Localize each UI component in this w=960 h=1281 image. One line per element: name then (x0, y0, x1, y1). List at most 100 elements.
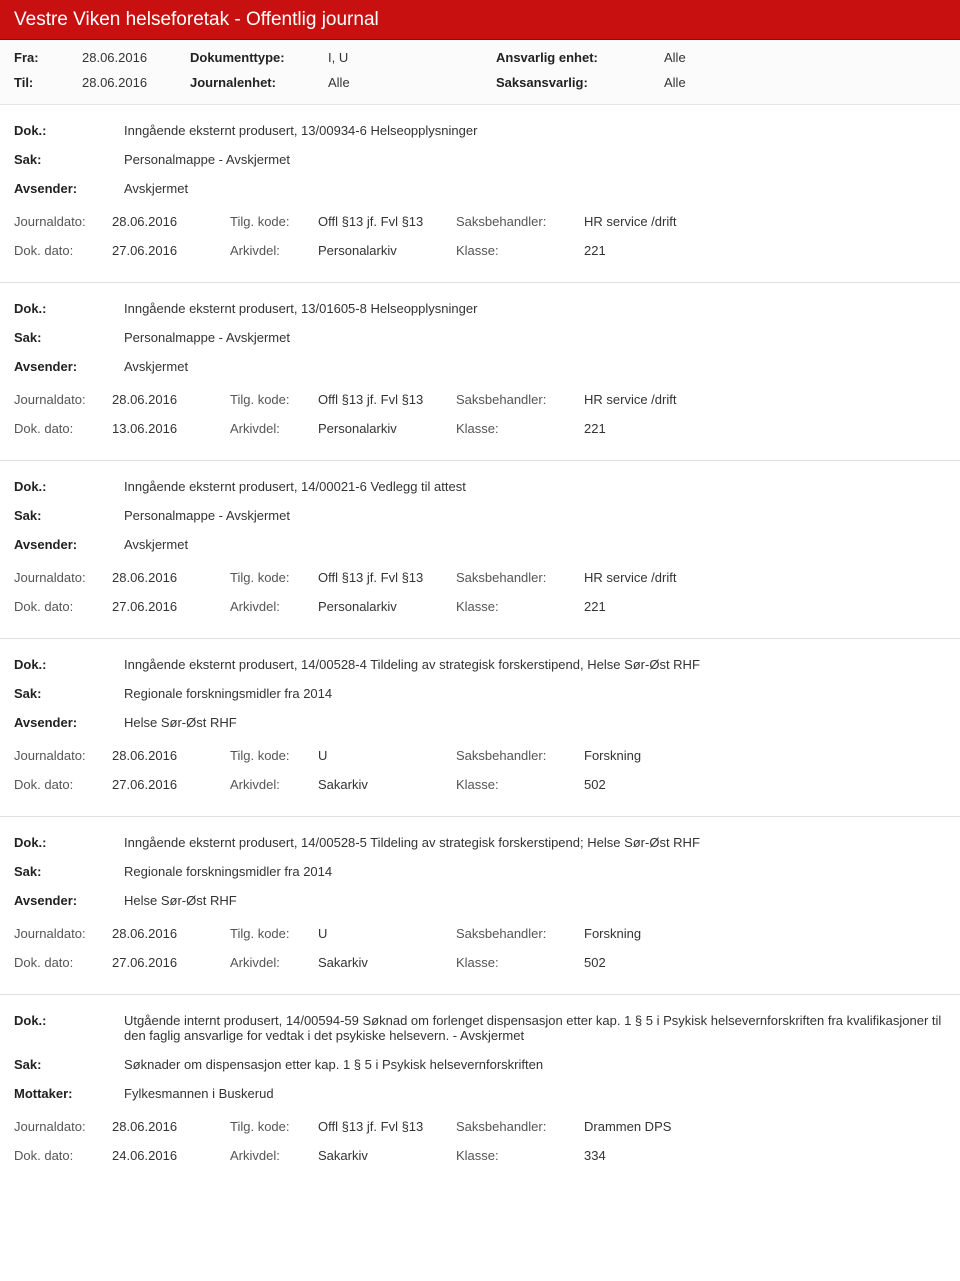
journal-entry: Dok.: Inngående eksternt produsert, 14/0… (0, 639, 960, 817)
arkivdel-label: Arkivdel: (230, 777, 310, 792)
journal-entry: Dok.: Inngående eksternt produsert, 13/0… (0, 105, 960, 283)
party-label: Avsender: (14, 181, 124, 196)
journaldato-label: Journaldato: (14, 392, 104, 407)
sak-label: Sak: (14, 508, 124, 523)
journaldato-value: 28.06.2016 (112, 392, 222, 407)
journaldato-value: 28.06.2016 (112, 1119, 222, 1134)
journaldato-label: Journaldato: (14, 748, 104, 763)
dok-value: Utgående internt produsert, 14/00594-59 … (124, 1013, 946, 1043)
saksbehandler-label: Saksbehandler: (456, 926, 576, 941)
arkivdel-value: Personalarkiv (318, 421, 448, 436)
arkivdel-value: Sakarkiv (318, 777, 448, 792)
tilgkode-label: Tilg. kode: (230, 748, 310, 763)
party-label: Avsender: (14, 715, 124, 730)
fra-value: 28.06.2016 (82, 50, 182, 65)
tilgkode-value: Offl §13 jf. Fvl §13 (318, 570, 448, 585)
klasse-label: Klasse: (456, 599, 576, 614)
journaldato-label: Journaldato: (14, 1119, 104, 1134)
tilgkode-label: Tilg. kode: (230, 1119, 310, 1134)
party-value: Avskjermet (124, 359, 946, 374)
tilgkode-label: Tilg. kode: (230, 214, 310, 229)
arkivdel-label: Arkivdel: (230, 243, 310, 258)
journaldato-label: Journaldato: (14, 570, 104, 585)
dok-label: Dok.: (14, 657, 124, 672)
sak-label: Sak: (14, 152, 124, 167)
arkivdel-label: Arkivdel: (230, 421, 310, 436)
saksbehandler-label: Saksbehandler: (456, 748, 576, 763)
saksbehandler-label: Saksbehandler: (456, 570, 576, 585)
arkivdel-value: Personalarkiv (318, 243, 448, 258)
dokdato-value: 27.06.2016 (112, 955, 222, 970)
tilgkode-value: Offl §13 jf. Fvl §13 (318, 214, 448, 229)
klasse-value: 502 (584, 777, 774, 792)
journal-entry: Dok.: Inngående eksternt produsert, 14/0… (0, 817, 960, 995)
sak-label: Sak: (14, 1057, 124, 1072)
tilgkode-label: Tilg. kode: (230, 926, 310, 941)
arkivdel-label: Arkivdel: (230, 599, 310, 614)
journaldato-label: Journaldato: (14, 214, 104, 229)
dok-value: Inngående eksternt produsert, 13/01605-8… (124, 301, 946, 316)
dokdato-label: Dok. dato: (14, 243, 104, 258)
journalenhet-value: Alle (328, 75, 488, 90)
sak-value: Personalmappe - Avskjermet (124, 152, 946, 167)
saksbehandler-value: HR service /drift (584, 392, 774, 407)
header-bar: Vestre Viken helseforetak - Offentlig jo… (0, 0, 960, 40)
klasse-label: Klasse: (456, 777, 576, 792)
til-label: Til: (14, 75, 74, 90)
party-label: Avsender: (14, 537, 124, 552)
klasse-label: Klasse: (456, 1148, 576, 1163)
saksbehandler-value: HR service /drift (584, 570, 774, 585)
arkivdel-value: Sakarkiv (318, 955, 448, 970)
doktype-label: Dokumenttype: (190, 50, 320, 65)
saksbehandler-value: HR service /drift (584, 214, 774, 229)
klasse-value: 334 (584, 1148, 774, 1163)
journaldato-value: 28.06.2016 (112, 214, 222, 229)
dokdato-value: 27.06.2016 (112, 243, 222, 258)
tilgkode-value: U (318, 748, 448, 763)
tilgkode-value: Offl §13 jf. Fvl §13 (318, 1119, 448, 1134)
saksbehandler-label: Saksbehandler: (456, 1119, 576, 1134)
klasse-value: 221 (584, 243, 774, 258)
saksbehandler-value: Forskning (584, 748, 774, 763)
ansvarlig-value: Alle (664, 50, 784, 65)
arkivdel-value: Personalarkiv (318, 599, 448, 614)
dok-value: Inngående eksternt produsert, 14/00528-4… (124, 657, 946, 672)
party-value: Helse Sør-Øst RHF (124, 893, 946, 908)
dokdato-label: Dok. dato: (14, 599, 104, 614)
party-label: Mottaker: (14, 1086, 124, 1101)
tilgkode-value: Offl §13 jf. Fvl §13 (318, 392, 448, 407)
dokdato-label: Dok. dato: (14, 421, 104, 436)
sak-label: Sak: (14, 330, 124, 345)
party-label: Avsender: (14, 893, 124, 908)
arkivdel-label: Arkivdel: (230, 1148, 310, 1163)
saksansvarlig-label: Saksansvarlig: (496, 75, 656, 90)
saksbehandler-value: Drammen DPS (584, 1119, 774, 1134)
journaldato-label: Journaldato: (14, 926, 104, 941)
dokdato-label: Dok. dato: (14, 955, 104, 970)
party-label: Avsender: (14, 359, 124, 374)
tilgkode-value: U (318, 926, 448, 941)
party-value: Fylkesmannen i Buskerud (124, 1086, 946, 1101)
fra-label: Fra: (14, 50, 74, 65)
saksbehandler-value: Forskning (584, 926, 774, 941)
journal-entry: Dok.: Inngående eksternt produsert, 14/0… (0, 461, 960, 639)
journaldato-value: 28.06.2016 (112, 748, 222, 763)
klasse-value: 221 (584, 421, 774, 436)
journal-entry: Dok.: Inngående eksternt produsert, 13/0… (0, 283, 960, 461)
dok-label: Dok.: (14, 479, 124, 494)
arkivdel-label: Arkivdel: (230, 955, 310, 970)
filter-row: Fra: 28.06.2016 Dokumenttype: I, U Ansva… (0, 40, 960, 105)
til-value: 28.06.2016 (82, 75, 182, 90)
dok-value: Inngående eksternt produsert, 14/00528-5… (124, 835, 946, 850)
dokdato-value: 27.06.2016 (112, 599, 222, 614)
klasse-value: 221 (584, 599, 774, 614)
klasse-value: 502 (584, 955, 774, 970)
saksbehandler-label: Saksbehandler: (456, 214, 576, 229)
sak-value: Regionale forskningsmidler fra 2014 (124, 864, 946, 879)
dok-label: Dok.: (14, 123, 124, 138)
arkivdel-value: Sakarkiv (318, 1148, 448, 1163)
sak-value: Personalmappe - Avskjermet (124, 508, 946, 523)
journalenhet-label: Journalenhet: (190, 75, 320, 90)
dokdato-value: 27.06.2016 (112, 777, 222, 792)
party-value: Avskjermet (124, 181, 946, 196)
